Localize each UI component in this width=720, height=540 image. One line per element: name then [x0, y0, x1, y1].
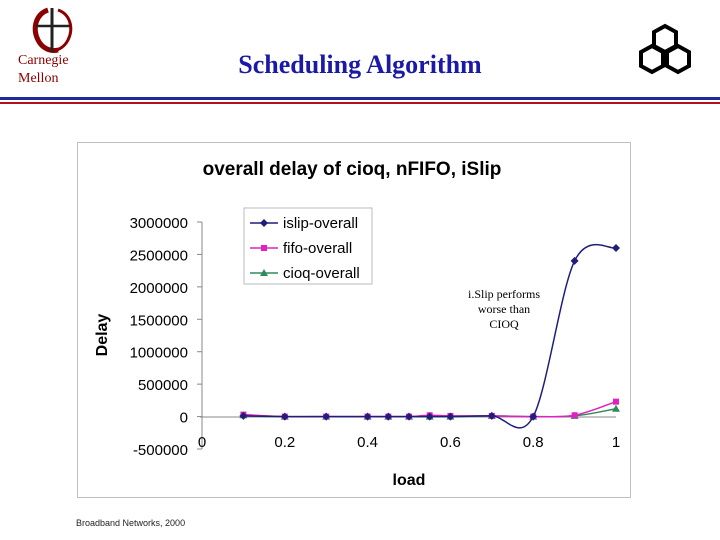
org-name: Carnegie Mellon	[18, 52, 69, 88]
x-axis-label: load	[393, 472, 426, 489]
data-point-islip-overall	[570, 256, 579, 265]
cmu-crest-icon	[32, 7, 73, 53]
x-tick-label: 0.6	[440, 434, 461, 451]
data-point-islip-overall	[612, 243, 620, 252]
data-point-islip-overall	[529, 412, 538, 421]
chart-annotation: i.Slip performs worse than CIOQ	[452, 287, 556, 332]
legend-label: fifo-overall	[283, 240, 352, 257]
data-point-islip-overall	[363, 412, 372, 421]
footer-text: Broadband Networks, 2000	[76, 518, 186, 528]
data-point-cioq-overall	[612, 404, 620, 412]
org-name-line2: Mellon	[18, 71, 59, 86]
data-point-fifo-overall	[613, 398, 619, 405]
x-tick-label: 0.8	[523, 434, 544, 451]
chart-title: overall delay of cioq, nFIFO, iSlip	[203, 159, 502, 180]
carnegie-mellon-logo	[32, 7, 73, 53]
header-rule-red	[0, 102, 720, 104]
annotation-line1: i.Slip performs	[468, 287, 540, 301]
y-tick-label: -500000	[133, 442, 188, 459]
x-tick-label: 0.2	[274, 434, 295, 451]
y-axis-label: Delay	[94, 314, 111, 357]
legend-marker	[260, 269, 268, 276]
y-tick-label: 2000000	[130, 280, 188, 297]
data-point-islip-overall	[280, 412, 289, 421]
y-tick-label: 2500000	[130, 247, 188, 264]
x-tick-label: 1	[612, 434, 620, 451]
data-point-islip-overall	[446, 412, 455, 421]
data-point-islip-overall	[239, 411, 248, 420]
data-point-fifo-overall	[571, 412, 578, 419]
annotation-line3: CIOQ	[489, 317, 519, 331]
data-point-islip-overall	[405, 412, 413, 421]
chart-frame	[77, 142, 631, 498]
legend-label: cioq-overall	[283, 265, 360, 282]
x-tick-label: 0.4	[357, 434, 378, 451]
legend: islip-overall fifo-overall cioq-overall	[243, 207, 373, 285]
data-point-islip-overall	[384, 412, 393, 421]
y-tick-label: 1500000	[130, 312, 188, 329]
trefoil-logo-icon	[639, 23, 691, 75]
y-tick-label: 3000000	[130, 215, 188, 232]
page-title: Scheduling Algorithm	[238, 50, 482, 79]
y-tick-label: 500000	[138, 377, 188, 394]
legend-marker	[261, 245, 267, 251]
header-rule-blue	[0, 97, 720, 100]
annotation-line2: worse than	[477, 302, 531, 316]
data-point-islip-overall	[322, 412, 331, 421]
y-tick-label: 0	[180, 410, 188, 427]
legend-label: islip-overall	[283, 215, 358, 232]
legend-marker	[260, 219, 268, 227]
data-point-islip-overall	[487, 411, 496, 420]
data-point-islip-overall	[425, 412, 434, 421]
x-tick-label: 0	[198, 434, 206, 451]
y-tick-label: 1000000	[130, 345, 188, 362]
org-name-line1: Carnegie	[18, 53, 69, 68]
